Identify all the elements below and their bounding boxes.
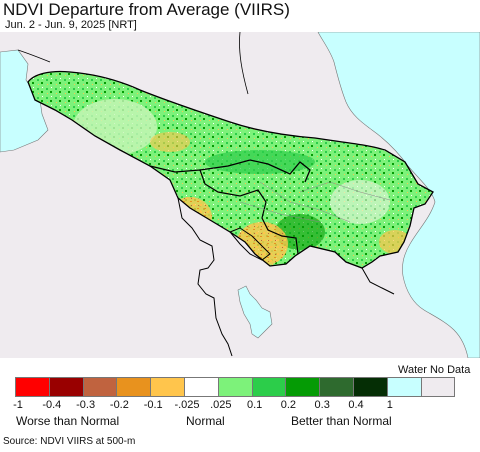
- legend-tick-label: 0.1: [246, 399, 263, 411]
- legend-swatch: [352, 377, 388, 397]
- armenia-border: [199, 169, 299, 255]
- legend-tick-label: 1: [386, 399, 393, 411]
- turkey-iran-border: [177, 197, 233, 357]
- legend-swatch: [48, 377, 84, 397]
- legend-tick-label: 0.4: [348, 399, 364, 411]
- map-title: NDVI Departure from Average (VIIRS): [3, 0, 290, 19]
- legend-tick-label: -0.4: [42, 399, 62, 411]
- legend-swatch: [217, 377, 253, 397]
- legend-swatch: [183, 377, 219, 397]
- legend-color-bar: [15, 377, 456, 397]
- internal-boundaries: [239, 181, 391, 223]
- legend-worse-label: Worse than Normal: [16, 414, 120, 428]
- water-no-data-label: Water No Data: [398, 364, 471, 376]
- legend-tick-label: -0.2: [109, 399, 129, 411]
- source-note: Source: NDVI VIIRS at 500-m: [3, 436, 136, 447]
- country-borders: [27, 70, 434, 269]
- legend-tick-label: 0.2: [280, 399, 297, 411]
- legend-tick-label: .025: [210, 399, 232, 411]
- legend-swatch: [251, 377, 287, 397]
- legend-tick-label: -0.1: [143, 399, 163, 411]
- nakhchivan-border: [229, 227, 271, 261]
- black-sea: [0, 49, 49, 153]
- legend-swatch: [420, 377, 456, 397]
- legend-swatch: [285, 377, 321, 397]
- legend-swatch: [116, 377, 152, 397]
- map-subtitle: Jun. 2 - Jun. 9, 2025 [NRT]: [5, 19, 137, 31]
- legend-better-label: Better than Normal: [291, 414, 392, 428]
- lake-urmia: [237, 285, 273, 339]
- legend-tick-label: -1: [13, 399, 23, 411]
- legend-swatch: [386, 377, 422, 397]
- legend-tick-label: -.025: [174, 399, 200, 411]
- legend-swatch: [15, 377, 50, 397]
- legend-swatch: [82, 377, 118, 397]
- georgia-southern-border: [149, 159, 311, 183]
- russia-border-east: [239, 32, 249, 95]
- legend-swatch: [319, 377, 354, 397]
- iran-border: [361, 267, 395, 295]
- legend-normal-label: Normal: [186, 414, 225, 428]
- legend-tick-label: 0.3: [314, 399, 330, 411]
- legend-swatch: [150, 377, 185, 397]
- ndvi-map: [0, 32, 480, 358]
- russia-border-north: [17, 49, 51, 63]
- legend-tick-label: -0.3: [76, 399, 96, 411]
- caspian-sea: [317, 32, 480, 358]
